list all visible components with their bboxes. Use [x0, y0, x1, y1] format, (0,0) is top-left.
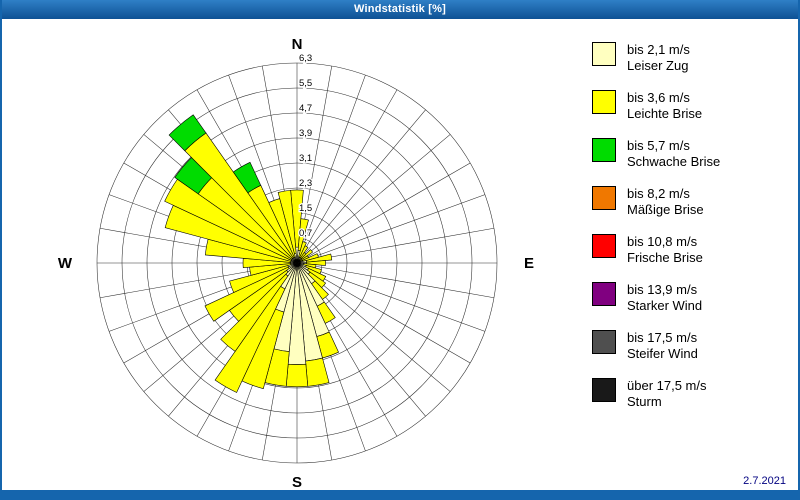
- legend-label: bis 13,9 m/s Starker Wind: [627, 282, 702, 314]
- legend-item-0: bis 2,1 m/s Leiser Zug: [592, 42, 720, 74]
- petal-segment: [290, 189, 304, 248]
- legend-beaufort-name: Mäßige Brise: [627, 202, 704, 217]
- petal-segment: [214, 285, 286, 393]
- window-title: Windstatistik [%]: [354, 3, 446, 15]
- petal-segment: [299, 245, 309, 259]
- legend-label: bis 8,2 m/s Mäßige Brise: [627, 186, 704, 218]
- petal-segment: [168, 114, 207, 152]
- legend-swatch: [592, 42, 616, 66]
- legend-item-3: bis 8,2 m/s Mäßige Brise: [592, 186, 720, 218]
- ring-labels: 0,7 1,5 2,3 3,1 3,9 4,7 5,5 6,3: [298, 52, 314, 241]
- ring-label: 1,5: [299, 203, 312, 214]
- legend-label: bis 3,6 m/s Leichte Brise: [627, 90, 702, 122]
- legend-item-2: bis 5,7 m/s Schwache Brise: [592, 138, 720, 170]
- legend-beaufort-name: Leiser Zug: [627, 58, 689, 73]
- ring-label: 6,3: [299, 53, 312, 64]
- legend-item-4: bis 10,8 m/s Frische Brise: [592, 234, 720, 266]
- legend-item-1: bis 3,6 m/s Leichte Brise: [592, 90, 720, 122]
- ring-label: 3,9: [299, 128, 312, 139]
- legend-label: bis 2,1 m/s Leiser Zug: [627, 42, 690, 74]
- legend-speed-range: bis 2,1 m/s: [627, 42, 690, 57]
- legend-beaufort-name: Leichte Brise: [627, 106, 703, 121]
- petal-segment: [220, 273, 289, 352]
- legend-speed-range: bis 10,8 m/s: [627, 234, 698, 249]
- wind-rose-chart: 0,7 1,5 2,3 3,1 3,9 4,7 5,5 6,3 N S W E: [2, 19, 572, 491]
- ring-label: 4,7: [299, 103, 312, 114]
- legend-item-7: über 17,5 m/s Sturm: [592, 378, 720, 410]
- legend-beaufort-name: Schwache Brise: [627, 154, 721, 169]
- legend-speed-range: bis 17,5 m/s: [627, 330, 698, 345]
- date-label: 2.7.2021: [743, 475, 786, 487]
- legend-beaufort-name: Frische Brise: [627, 250, 703, 265]
- petal-segment: [298, 241, 307, 258]
- legend-label: über 17,5 m/s Sturm: [627, 378, 707, 410]
- ring-label: 0,7: [299, 228, 312, 239]
- legend-beaufort-name: Sturm: [627, 394, 662, 409]
- legend-swatch: [592, 186, 616, 210]
- legend-swatch: [592, 330, 616, 354]
- petal-segment: [301, 249, 314, 260]
- compass-n: N: [292, 36, 303, 53]
- petal-segment: [204, 266, 290, 322]
- petal-segment: [305, 357, 330, 387]
- legend-item-5: bis 13,9 m/s Starker Wind: [592, 282, 720, 314]
- petal-segment: [297, 218, 309, 252]
- legend-speed-range: bis 8,2 m/s: [627, 186, 690, 201]
- legend-swatch: [592, 138, 616, 162]
- petal-segment: [232, 161, 262, 194]
- legend-swatch: [592, 282, 616, 306]
- wind-rose-petals: [164, 114, 339, 393]
- wind-rose-svg: 0,7 1,5 2,3 3,1 3,9 4,7 5,5 6,3N S W E: [58, 36, 534, 491]
- ring-label: 5,5: [299, 78, 312, 89]
- compass-e: E: [524, 255, 534, 272]
- legend-swatch: [592, 90, 616, 114]
- compass-s: S: [292, 474, 302, 489]
- window-title-bar: Windstatistik [%]: [2, 0, 798, 19]
- bottom-bar: [2, 490, 798, 500]
- legend-speed-range: bis 3,6 m/s: [627, 90, 690, 105]
- legend: bis 2,1 m/s Leiser Zug bis 3,6 m/s Leichte …: [592, 42, 720, 410]
- legend-label: bis 17,5 m/s Steifer Wind: [627, 330, 698, 362]
- legend-beaufort-name: Steifer Wind: [627, 346, 698, 361]
- petal-segment: [305, 253, 333, 263]
- legend-item-6: bis 17,5 m/s Steifer Wind: [592, 330, 720, 362]
- petal-segment: [229, 265, 289, 293]
- ring-label: 2,3: [299, 178, 312, 189]
- ring-label: 3,1: [299, 153, 312, 164]
- compass-w: W: [58, 255, 73, 272]
- legend-label: bis 10,8 m/s Frische Brise: [627, 234, 703, 266]
- legend-speed-range: bis 13,9 m/s: [627, 282, 698, 297]
- legend-speed-range: bis 5,7 m/s: [627, 138, 690, 153]
- compass-labels: N S W E: [58, 36, 534, 491]
- legend-label: bis 5,7 m/s Schwache Brise: [627, 138, 720, 170]
- legend-speed-range: über 17,5 m/s: [627, 378, 707, 393]
- legend-beaufort-name: Starker Wind: [627, 298, 703, 313]
- legend-swatch: [592, 234, 616, 258]
- legend-swatch: [592, 378, 616, 402]
- petal-segment: [277, 189, 297, 255]
- petal-segment: [285, 363, 309, 388]
